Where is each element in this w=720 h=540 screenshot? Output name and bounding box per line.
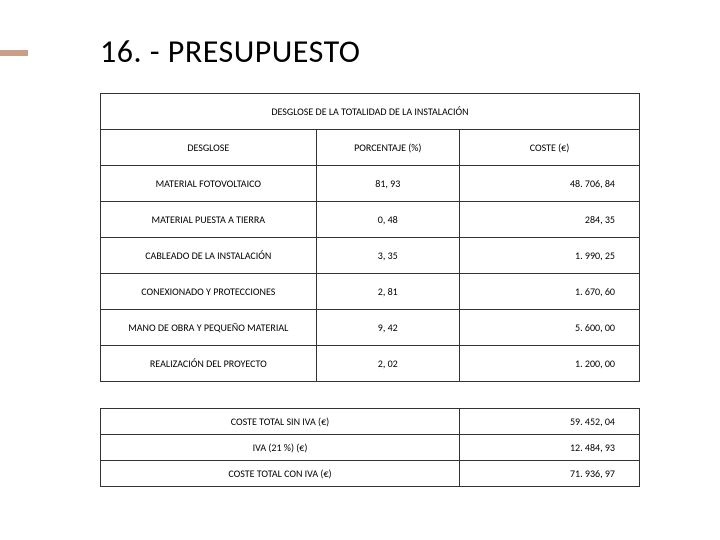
totals-value: 59. 452, 04 [459, 409, 639, 435]
table-row: MATERIAL FOTOVOLTAICO 81, 93 48. 706, 84 [101, 166, 640, 202]
breakdown-table: DESGLOSE DE LA TOTALIDAD DE LA INSTALACI… [100, 93, 640, 382]
cell-pct: 0, 48 [316, 202, 459, 238]
cell-desc: MATERIAL FOTOVOLTAICO [101, 166, 317, 202]
table-row: MANO DE OBRA Y PEQUEÑO MATERIAL 9, 42 5.… [101, 310, 640, 346]
cell-pct: 81, 93 [316, 166, 459, 202]
slide-page: 16. - PRESUPUESTO DESGLOSE DE LA TOTALID… [0, 0, 720, 507]
table-header-span-row: DESGLOSE DE LA TOTALIDAD DE LA INSTALACI… [101, 94, 640, 130]
table-row: CONEXIONADO Y PROTECCIONES 2, 81 1. 670,… [101, 274, 640, 310]
totals-value: 71. 936, 97 [459, 461, 639, 487]
cell-pct: 2, 81 [316, 274, 459, 310]
totals-label: IVA (21 %) (€) [101, 435, 460, 461]
cell-desc: MANO DE OBRA Y PEQUEÑO MATERIAL [101, 310, 317, 346]
page-title: 16. - PRESUPUESTO [100, 32, 640, 71]
cell-cost: 48. 706, 84 [459, 166, 639, 202]
cell-cost: 1. 200, 00 [459, 346, 639, 382]
cell-pct: 2, 02 [316, 346, 459, 382]
cell-cost: 5. 600, 00 [459, 310, 639, 346]
col-header-desc: DESGLOSE [101, 130, 317, 166]
totals-row: COSTE TOTAL CON IVA (€) 71. 936, 97 [101, 461, 640, 487]
col-header-cost: COSTE (€) [459, 130, 639, 166]
table-row: CABLEADO DE LA INSTALACIÓN 3, 35 1. 990,… [101, 238, 640, 274]
col-header-pct: PORCENTAJE (%) [316, 130, 459, 166]
totals-label: COSTE TOTAL SIN IVA (€) [101, 409, 460, 435]
cell-pct: 3, 35 [316, 238, 459, 274]
accent-line [0, 50, 28, 56]
totals-value: 12. 484, 93 [459, 435, 639, 461]
table-row: MATERIAL PUESTA A TIERRA 0, 48 284, 35 [101, 202, 640, 238]
table-column-header-row: DESGLOSE PORCENTAJE (%) COSTE (€) [101, 130, 640, 166]
table-row: REALIZACIÓN DEL PROYECTO 2, 02 1. 200, 0… [101, 346, 640, 382]
totals-row: COSTE TOTAL SIN IVA (€) 59. 452, 04 [101, 409, 640, 435]
cell-desc: MATERIAL PUESTA A TIERRA [101, 202, 317, 238]
totals-row: IVA (21 %) (€) 12. 484, 93 [101, 435, 640, 461]
cell-pct: 9, 42 [316, 310, 459, 346]
cell-desc: CONEXIONADO Y PROTECCIONES [101, 274, 317, 310]
totals-label: COSTE TOTAL CON IVA (€) [101, 461, 460, 487]
cell-desc: CABLEADO DE LA INSTALACIÓN [101, 238, 317, 274]
cell-desc: REALIZACIÓN DEL PROYECTO [101, 346, 317, 382]
totals-table: COSTE TOTAL SIN IVA (€) 59. 452, 04 IVA … [100, 408, 640, 487]
table-header-span: DESGLOSE DE LA TOTALIDAD DE LA INSTALACI… [101, 94, 640, 130]
cell-cost: 284, 35 [459, 202, 639, 238]
cell-cost: 1. 990, 25 [459, 238, 639, 274]
cell-cost: 1. 670, 60 [459, 274, 639, 310]
